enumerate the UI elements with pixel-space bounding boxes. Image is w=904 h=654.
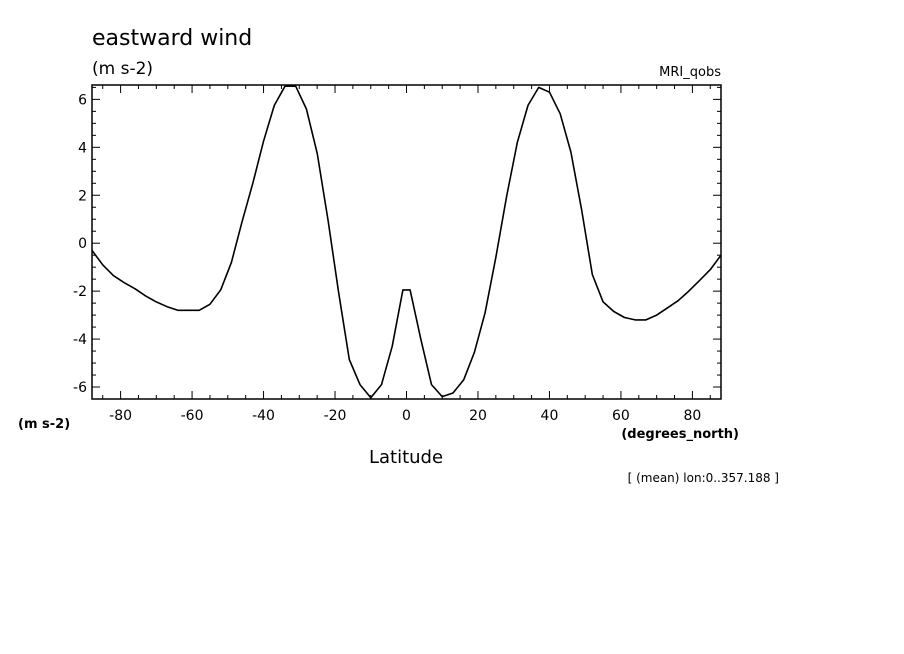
y-axis-tick-labels: -6 -4 -2 0 2 4 6 [73, 92, 87, 396]
x-tick-label: -80 [109, 408, 132, 424]
y-axis-ticks [92, 86, 721, 400]
y-tick-label: 2 [78, 188, 87, 204]
x-tick-label: -60 [181, 408, 204, 424]
x-tick-label: 20 [469, 408, 487, 424]
x-axis-tick-labels: -80 -60 -40 -20 0 20 40 60 80 [109, 408, 701, 424]
y-tick-label: 6 [78, 92, 87, 108]
x-tick-label: 0 [402, 408, 411, 424]
x-axis-ticks [102, 85, 711, 399]
lon-annotation: [ (mean) lon:0..357.188 ] [628, 471, 779, 485]
model-label: MRI_qobs [659, 65, 721, 80]
x-tick-label: 80 [683, 408, 701, 424]
x-tick-label: 40 [541, 408, 559, 424]
x-axis-label: Latitude [369, 447, 443, 468]
series-line [91, 85, 722, 399]
y-tick-label: -4 [73, 332, 87, 348]
y-tick-label: 4 [78, 140, 87, 156]
x-tick-label: -40 [252, 408, 275, 424]
chart-subtitle: (m s-2) [92, 59, 153, 79]
y-units-label: (m s-2) [18, 417, 70, 432]
y-tick-label: -2 [73, 284, 87, 300]
x-tick-label: 60 [612, 408, 630, 424]
x-tick-label: -20 [324, 408, 347, 424]
x-units-label: (degrees_north) [621, 427, 739, 442]
chart-title: eastward wind [92, 26, 252, 51]
y-tick-label: 0 [78, 236, 87, 252]
plot-frame [91, 84, 722, 400]
y-tick-label: -6 [73, 380, 87, 396]
